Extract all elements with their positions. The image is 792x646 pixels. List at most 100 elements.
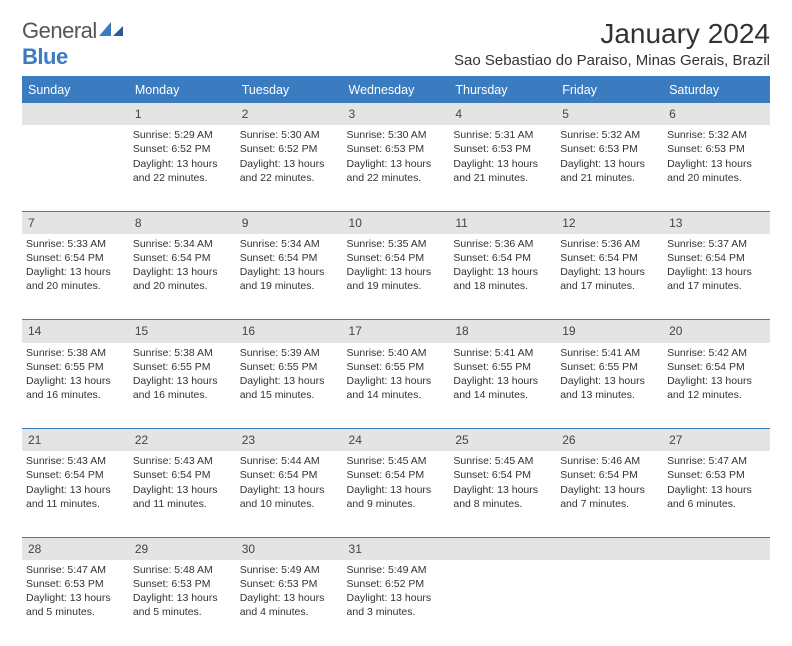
daylight-text-2: and 22 minutes. [133, 171, 232, 185]
sunrise-text: Sunrise: 5:47 AM [667, 454, 766, 468]
daynum-row: 21222324252627 [22, 429, 770, 452]
day-number-cell: 26 [556, 429, 663, 452]
daylight-text-2: and 21 minutes. [453, 171, 552, 185]
daylight-text-1: Daylight: 13 hours [240, 157, 339, 171]
day-detail-cell: Sunrise: 5:41 AMSunset: 6:55 PMDaylight:… [449, 343, 556, 429]
sunrise-text: Sunrise: 5:37 AM [667, 237, 766, 251]
sunrise-text: Sunrise: 5:45 AM [453, 454, 552, 468]
daylight-text-2: and 16 minutes. [133, 388, 232, 402]
sunset-text: Sunset: 6:54 PM [347, 251, 446, 265]
daynum-row: 78910111213 [22, 211, 770, 234]
day-number-cell: 10 [343, 211, 450, 234]
weekday-header: Tuesday [236, 77, 343, 103]
sunrise-text: Sunrise: 5:32 AM [667, 128, 766, 142]
day-number-cell: 31 [343, 537, 450, 560]
day-detail-cell: Sunrise: 5:43 AMSunset: 6:54 PMDaylight:… [22, 451, 129, 537]
day-detail-cell: Sunrise: 5:32 AMSunset: 6:53 PMDaylight:… [556, 125, 663, 211]
daynum-row: 14151617181920 [22, 320, 770, 343]
day-detail-cell: Sunrise: 5:48 AMSunset: 6:53 PMDaylight:… [129, 560, 236, 646]
day-detail-cell: Sunrise: 5:47 AMSunset: 6:53 PMDaylight:… [663, 451, 770, 537]
day-detail-cell: Sunrise: 5:41 AMSunset: 6:55 PMDaylight:… [556, 343, 663, 429]
daylight-text-1: Daylight: 13 hours [667, 483, 766, 497]
daylight-text-2: and 16 minutes. [26, 388, 125, 402]
day-detail-cell: Sunrise: 5:33 AMSunset: 6:54 PMDaylight:… [22, 234, 129, 320]
daylight-text-1: Daylight: 13 hours [26, 374, 125, 388]
day-detail-cell: Sunrise: 5:31 AMSunset: 6:53 PMDaylight:… [449, 125, 556, 211]
sunset-text: Sunset: 6:54 PM [240, 251, 339, 265]
day-number-cell [449, 537, 556, 560]
sunset-text: Sunset: 6:53 PM [240, 577, 339, 591]
sunset-text: Sunset: 6:54 PM [347, 468, 446, 482]
sunrise-text: Sunrise: 5:40 AM [347, 346, 446, 360]
day-number-cell: 2 [236, 103, 343, 126]
weekday-header: Saturday [663, 77, 770, 103]
day-number-cell: 12 [556, 211, 663, 234]
sunset-text: Sunset: 6:53 PM [560, 142, 659, 156]
day-detail-cell: Sunrise: 5:32 AMSunset: 6:53 PMDaylight:… [663, 125, 770, 211]
daylight-text-2: and 3 minutes. [347, 605, 446, 619]
daylight-text-1: Daylight: 13 hours [560, 374, 659, 388]
sunset-text: Sunset: 6:54 PM [133, 251, 232, 265]
day-detail-cell: Sunrise: 5:36 AMSunset: 6:54 PMDaylight:… [449, 234, 556, 320]
sunrise-text: Sunrise: 5:30 AM [240, 128, 339, 142]
daylight-text-1: Daylight: 13 hours [453, 483, 552, 497]
daylight-text-1: Daylight: 13 hours [667, 374, 766, 388]
daytext-row: Sunrise: 5:38 AMSunset: 6:55 PMDaylight:… [22, 343, 770, 429]
sunrise-text: Sunrise: 5:42 AM [667, 346, 766, 360]
day-detail-cell: Sunrise: 5:34 AMSunset: 6:54 PMDaylight:… [236, 234, 343, 320]
sunset-text: Sunset: 6:54 PM [560, 468, 659, 482]
day-detail-cell: Sunrise: 5:44 AMSunset: 6:54 PMDaylight:… [236, 451, 343, 537]
day-detail-cell: Sunrise: 5:34 AMSunset: 6:54 PMDaylight:… [129, 234, 236, 320]
header: GeneralBlue January 2024 Sao Sebastiao d… [22, 18, 770, 70]
daylight-text-1: Daylight: 13 hours [240, 483, 339, 497]
daylight-text-2: and 7 minutes. [560, 497, 659, 511]
sunset-text: Sunset: 6:54 PM [26, 468, 125, 482]
sunset-text: Sunset: 6:54 PM [133, 468, 232, 482]
day-number-cell: 19 [556, 320, 663, 343]
logo-text-general: General [22, 18, 97, 43]
sunrise-text: Sunrise: 5:45 AM [347, 454, 446, 468]
daylight-text-2: and 22 minutes. [347, 171, 446, 185]
day-detail-cell [449, 560, 556, 646]
daynum-row: 123456 [22, 103, 770, 126]
daylight-text-1: Daylight: 13 hours [560, 157, 659, 171]
daylight-text-1: Daylight: 13 hours [26, 265, 125, 279]
day-number-cell: 22 [129, 429, 236, 452]
day-number-cell: 25 [449, 429, 556, 452]
sunrise-text: Sunrise: 5:46 AM [560, 454, 659, 468]
month-title: January 2024 [454, 18, 770, 50]
sunset-text: Sunset: 6:53 PM [347, 142, 446, 156]
daylight-text-1: Daylight: 13 hours [133, 591, 232, 605]
day-detail-cell: Sunrise: 5:47 AMSunset: 6:53 PMDaylight:… [22, 560, 129, 646]
daylight-text-2: and 13 minutes. [560, 388, 659, 402]
sunrise-text: Sunrise: 5:41 AM [560, 346, 659, 360]
logo-text-blue: Blue [22, 44, 68, 69]
day-number-cell: 13 [663, 211, 770, 234]
daylight-text-1: Daylight: 13 hours [26, 591, 125, 605]
sunrise-text: Sunrise: 5:36 AM [453, 237, 552, 251]
sunset-text: Sunset: 6:55 PM [133, 360, 232, 374]
sunrise-text: Sunrise: 5:34 AM [133, 237, 232, 251]
day-number-cell [663, 537, 770, 560]
sunrise-text: Sunrise: 5:47 AM [26, 563, 125, 577]
weekday-header: Thursday [449, 77, 556, 103]
day-detail-cell: Sunrise: 5:49 AMSunset: 6:53 PMDaylight:… [236, 560, 343, 646]
day-detail-cell: Sunrise: 5:46 AMSunset: 6:54 PMDaylight:… [556, 451, 663, 537]
day-detail-cell: Sunrise: 5:36 AMSunset: 6:54 PMDaylight:… [556, 234, 663, 320]
sunset-text: Sunset: 6:55 PM [347, 360, 446, 374]
daylight-text-2: and 6 minutes. [667, 497, 766, 511]
day-number-cell: 15 [129, 320, 236, 343]
sunset-text: Sunset: 6:54 PM [667, 251, 766, 265]
daylight-text-1: Daylight: 13 hours [453, 265, 552, 279]
day-detail-cell [556, 560, 663, 646]
day-number-cell: 6 [663, 103, 770, 126]
daylight-text-2: and 22 minutes. [240, 171, 339, 185]
day-detail-cell: Sunrise: 5:35 AMSunset: 6:54 PMDaylight:… [343, 234, 450, 320]
sunset-text: Sunset: 6:54 PM [453, 468, 552, 482]
daylight-text-2: and 21 minutes. [560, 171, 659, 185]
daylight-text-2: and 12 minutes. [667, 388, 766, 402]
daylight-text-2: and 20 minutes. [26, 279, 125, 293]
daylight-text-2: and 8 minutes. [453, 497, 552, 511]
daylight-text-1: Daylight: 13 hours [133, 265, 232, 279]
daynum-row: 28293031 [22, 537, 770, 560]
